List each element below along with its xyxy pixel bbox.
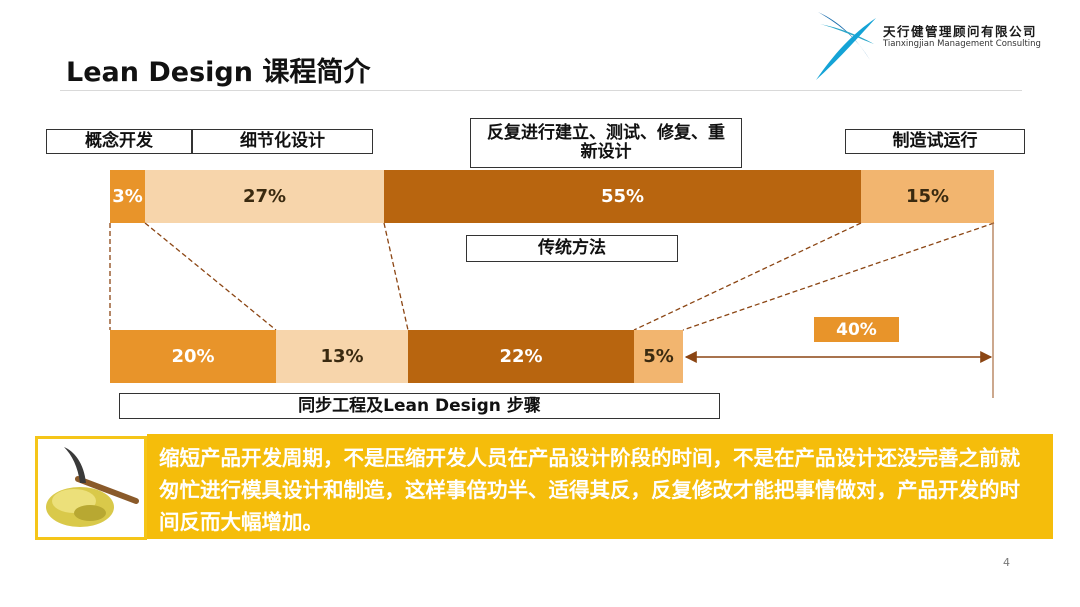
summary-text: 缩短产品开发周期，不是压缩开发人员在产品设计阶段的时间，不是在产品设计还没完善之… bbox=[159, 446, 1020, 534]
lean-segment-pilot: 5% bbox=[634, 330, 683, 383]
lean-segment-concept: 20% bbox=[110, 330, 276, 383]
traditional-method-caption: 传统方法 bbox=[466, 235, 678, 262]
pickaxe-gold-icon bbox=[46, 447, 139, 527]
phase-label-detail-design: 细节化设计 bbox=[192, 129, 373, 154]
connector-dash bbox=[383, 222, 409, 331]
company-name-cn: 天行健管理顾问有限公司 bbox=[883, 24, 1038, 39]
summary-banner: 缩短产品开发周期，不是压缩开发人员在产品设计阶段的时间，不是在产品设计还没完善之… bbox=[147, 434, 1053, 539]
page-number: 4 bbox=[1003, 556, 1010, 569]
traditional-segment-pilot: 15% bbox=[861, 170, 994, 223]
title-divider bbox=[60, 90, 1022, 91]
lean-segment-detail: 13% bbox=[276, 330, 408, 383]
pickaxe-gold-image bbox=[35, 436, 147, 540]
phase-label-concept: 概念开发 bbox=[46, 129, 192, 154]
traditional-segment-concept: 3% bbox=[110, 170, 145, 223]
page-title: Lean Design 课程简介 bbox=[66, 57, 371, 88]
traditional-segment-detail: 27% bbox=[145, 170, 384, 223]
phase-label-iterate: 反复进行建立、测试、修复、重新设计 bbox=[470, 118, 742, 168]
traditional-segment-iterate: 55% bbox=[384, 170, 861, 223]
connector-dash bbox=[633, 222, 862, 331]
lean-method-caption: 同步工程及Lean Design 步骤 bbox=[119, 393, 720, 419]
connector-dash bbox=[682, 222, 995, 331]
company-logo-icon bbox=[816, 12, 876, 80]
lean-segment-iterate: 22% bbox=[408, 330, 634, 383]
connector-dash bbox=[144, 222, 277, 331]
company-name-en: Tianxingjian Management Consulting bbox=[883, 39, 1041, 49]
time-saving-badge: 40% bbox=[814, 317, 899, 342]
phase-label-pilot-run: 制造试运行 bbox=[845, 129, 1025, 154]
